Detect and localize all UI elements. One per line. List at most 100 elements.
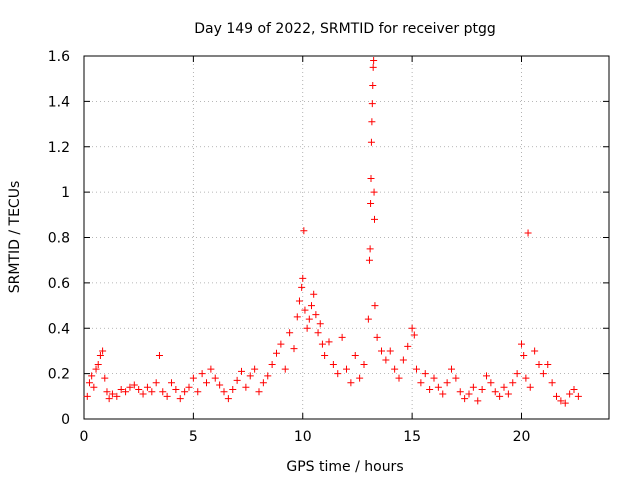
data-point bbox=[574, 392, 582, 400]
data-point bbox=[229, 386, 237, 394]
data-point bbox=[367, 199, 375, 207]
x-tick-label: 10 bbox=[294, 429, 312, 445]
axis-ticks: 0 5 10 15 20 0 0.2 0.4 0.6 0.8 1 1.2 1.4 1.6 bbox=[48, 49, 609, 445]
data-point bbox=[135, 386, 143, 394]
data-point bbox=[301, 306, 309, 314]
data-point bbox=[548, 379, 556, 387]
data-point bbox=[281, 365, 289, 373]
data-point bbox=[452, 374, 460, 382]
data-point bbox=[500, 383, 508, 391]
data-point bbox=[557, 397, 565, 405]
data-point bbox=[117, 386, 125, 394]
data-point bbox=[255, 388, 263, 396]
data-point bbox=[168, 379, 175, 387]
data-point bbox=[474, 397, 482, 405]
data-point bbox=[268, 361, 276, 369]
data-point bbox=[92, 365, 100, 373]
data-point bbox=[312, 311, 320, 319]
data-point bbox=[298, 283, 306, 291]
data-point bbox=[566, 390, 574, 398]
data-point bbox=[155, 351, 163, 359]
data-point bbox=[211, 374, 219, 382]
y-tick-label: 0.4 bbox=[48, 321, 70, 337]
data-point bbox=[172, 386, 180, 394]
x-tick-label: 20 bbox=[513, 429, 531, 445]
data-point bbox=[487, 379, 495, 387]
data-point bbox=[382, 356, 390, 364]
data-point bbox=[404, 342, 412, 350]
data-point bbox=[293, 313, 301, 321]
chart-title: Day 149 of 2022, SRMTID for receiver ptg… bbox=[194, 21, 496, 37]
data-point bbox=[99, 347, 107, 355]
data-point bbox=[364, 315, 372, 323]
data-point bbox=[408, 324, 416, 332]
data-point bbox=[176, 395, 184, 403]
data-point bbox=[378, 347, 385, 355]
data-point bbox=[347, 379, 355, 387]
data-point bbox=[522, 374, 530, 382]
y-tick-label: 0 bbox=[61, 412, 70, 428]
data-point bbox=[90, 383, 98, 391]
data-point bbox=[461, 395, 469, 403]
data-point bbox=[520, 351, 528, 359]
data-point bbox=[233, 376, 241, 384]
data-point bbox=[535, 361, 543, 369]
data-point bbox=[413, 365, 420, 373]
data-point bbox=[368, 118, 376, 126]
data-point bbox=[148, 388, 156, 396]
data-point bbox=[478, 386, 486, 394]
x-tick-label: 15 bbox=[403, 429, 421, 445]
data-point bbox=[101, 374, 109, 382]
y-tick-label: 0.2 bbox=[48, 367, 70, 383]
data-point bbox=[561, 399, 569, 407]
data-point bbox=[430, 374, 438, 382]
data-point bbox=[251, 365, 259, 373]
data-point bbox=[513, 370, 521, 378]
data-point bbox=[277, 340, 285, 348]
x-tick-label: 5 bbox=[189, 429, 198, 445]
data-point bbox=[130, 381, 138, 389]
data-point bbox=[94, 361, 102, 369]
data-point bbox=[544, 361, 552, 369]
data-point bbox=[518, 340, 525, 348]
data-point bbox=[310, 290, 318, 298]
data-point bbox=[504, 390, 512, 398]
data-point bbox=[181, 388, 189, 396]
data-point bbox=[321, 351, 329, 359]
y-axis-label: SRMTID / TECUs bbox=[7, 181, 23, 294]
data-point bbox=[318, 340, 326, 348]
y-tick-label: 1.4 bbox=[48, 94, 70, 110]
data-point bbox=[198, 370, 206, 378]
data-point bbox=[421, 370, 429, 378]
data-point bbox=[122, 388, 130, 396]
data-point bbox=[329, 361, 337, 369]
data-point bbox=[105, 395, 113, 403]
data-point bbox=[426, 386, 434, 394]
data-point bbox=[96, 351, 104, 359]
data-point bbox=[189, 374, 197, 382]
data-point bbox=[338, 333, 346, 341]
data-point bbox=[496, 392, 504, 400]
data-point bbox=[360, 361, 368, 369]
data-point bbox=[434, 383, 442, 391]
data-point bbox=[299, 274, 307, 282]
y-tick-label: 1.2 bbox=[48, 140, 70, 156]
data-point bbox=[85, 379, 93, 387]
data-point bbox=[194, 388, 202, 396]
x-axis-label: GPS time / hours bbox=[286, 459, 403, 475]
grid-lines bbox=[84, 56, 609, 419]
data-point bbox=[152, 379, 160, 387]
y-tick-label: 0.6 bbox=[48, 276, 70, 292]
data-point bbox=[553, 392, 560, 400]
data-point bbox=[163, 392, 171, 400]
data-point bbox=[509, 379, 517, 387]
data-point bbox=[469, 383, 477, 391]
data-point bbox=[351, 351, 359, 359]
data-point bbox=[88, 372, 96, 380]
data-point bbox=[303, 324, 311, 332]
data-point bbox=[300, 227, 308, 235]
data-point bbox=[264, 372, 272, 380]
data-point bbox=[526, 383, 534, 391]
